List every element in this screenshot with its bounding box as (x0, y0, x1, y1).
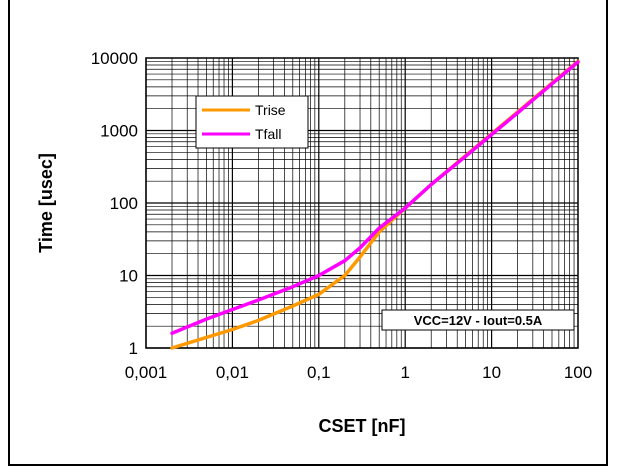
x-tick-label: 0,01 (216, 363, 249, 382)
series-line-tfall (170, 60, 580, 335)
y-tick-label: 1 (129, 339, 138, 358)
x-tick-label: 0,1 (307, 363, 331, 382)
legend-box (195, 95, 309, 149)
y-tick-labels: 1 10 100 1000 10000 (91, 49, 138, 358)
x-tick-label: 10 (482, 363, 501, 382)
legend-label-trise: Trise (255, 102, 286, 118)
y-tick-label: 10 (119, 267, 138, 286)
x-tick-label: 0,001 (125, 363, 168, 382)
chart-frame (8, 0, 608, 466)
y-tick-label: 1000 (100, 122, 138, 141)
y-tick-label: 10000 (91, 49, 138, 68)
legend-label-tfall: Tfall (255, 126, 281, 142)
annotation-box (381, 309, 575, 331)
y-axis-label: Time [usec] (36, 153, 56, 253)
x-axis-label: CSET [nF] (319, 416, 406, 436)
series-lines (170, 59, 580, 350)
annotation: VCC=12V - Iout=0.5A (381, 309, 575, 331)
x-tick-label: 1 (400, 363, 409, 382)
legend: Trise Tfall (195, 95, 309, 149)
x-tick-labels: 0,001 0,01 0,1 1 10 100 (125, 363, 592, 382)
y-tick-label: 100 (110, 194, 138, 213)
plot-border (145, 57, 579, 349)
x-tick-label: 100 (564, 363, 592, 382)
annotation-text: VCC=12V - Iout=0.5A (414, 313, 543, 328)
